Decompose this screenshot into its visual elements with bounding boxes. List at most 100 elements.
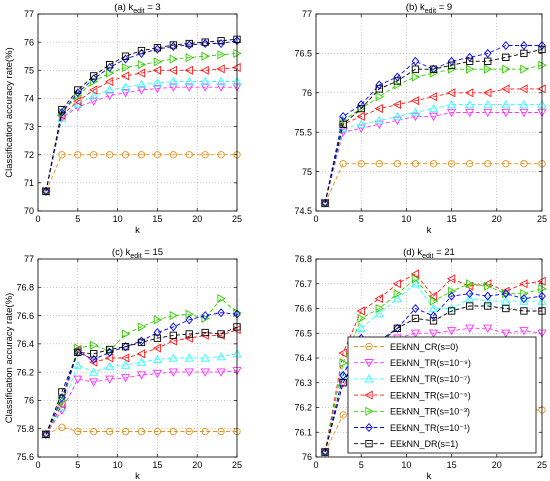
x-tick-label: 0 (313, 214, 318, 224)
data-point (483, 291, 492, 301)
y-tick-label: 76.2 (16, 367, 34, 377)
y-tick-label: 76.5 (294, 328, 312, 338)
legend-entry: EEkNN_CR(s=0) (354, 342, 458, 352)
x-tick-label: 25 (537, 214, 547, 224)
data-point (356, 306, 365, 316)
data-point (411, 72, 421, 82)
data-point (217, 330, 225, 338)
legend-entry: EEkNN_TR(s=10⁻⁷) (354, 374, 470, 384)
data-point (42, 186, 50, 196)
legend-marker (364, 390, 373, 400)
data-point (429, 311, 438, 321)
data-point (89, 354, 98, 364)
data-point (201, 311, 209, 321)
data-point (73, 375, 83, 384)
data-point (90, 72, 98, 80)
data-point (105, 85, 115, 94)
plot-area (38, 259, 237, 457)
data-point (137, 151, 146, 159)
y-axis-label: Classification accuracy rate(%) (4, 47, 15, 177)
data-point (185, 330, 193, 338)
data-point (136, 349, 146, 359)
data-point (392, 116, 402, 126)
data-point (357, 160, 365, 168)
series-line (45, 67, 238, 192)
data-point (57, 402, 67, 412)
x-tick-label: 20 (192, 214, 202, 224)
data-point (393, 160, 402, 168)
data-point (153, 315, 163, 325)
data-point (185, 39, 193, 48)
series-line (324, 305, 542, 453)
x-tick-label: 5 (75, 460, 80, 470)
data-point (200, 83, 210, 92)
data-point (356, 111, 365, 121)
y-tick-label: 77 (24, 9, 34, 19)
x-tick-label: 15 (152, 214, 162, 224)
data-point (153, 151, 162, 159)
x-tick-label: 25 (537, 460, 547, 470)
data-point (519, 327, 529, 336)
data-point (74, 151, 82, 159)
legend-marker (365, 423, 373, 432)
data-point (483, 279, 492, 289)
chart-title-sub: edit (130, 253, 141, 260)
y-tick-label: 75.6 (16, 452, 34, 462)
data-point (121, 427, 130, 436)
data-point (447, 327, 457, 336)
data-point (339, 120, 347, 128)
data-point (216, 76, 226, 86)
data-point (520, 49, 528, 58)
data-point (484, 64, 493, 74)
chart-title: (b) kedit = 9 (406, 2, 452, 15)
chart-title-rest: = 9 (436, 2, 452, 13)
data-point (184, 83, 194, 92)
data-point (184, 65, 193, 75)
y-tick-label: 76 (24, 37, 34, 47)
data-point (217, 427, 225, 436)
data-point (137, 60, 147, 70)
y-tick-label: 73 (24, 122, 34, 132)
y-tick-label: 72 (24, 150, 34, 160)
data-point (339, 111, 347, 121)
data-point (137, 427, 146, 436)
data-point (411, 160, 420, 168)
data-point (169, 54, 179, 64)
x-tick-label: 20 (492, 214, 502, 224)
data-point (216, 64, 225, 74)
chart-title: (d) kedit = 21 (403, 247, 455, 260)
data-point (216, 351, 226, 361)
series-line (324, 273, 543, 453)
data-point (73, 360, 83, 369)
x-axis-label: k (427, 225, 432, 236)
data-point (466, 302, 474, 310)
data-point (466, 57, 474, 65)
data-point (410, 329, 420, 338)
data-point (58, 106, 66, 114)
y-tick-label: 76.8 (16, 282, 34, 292)
chart-title-main: (b) k (406, 2, 425, 13)
data-point (502, 304, 510, 313)
data-point (184, 333, 193, 343)
data-point (74, 348, 82, 356)
data-point (169, 427, 177, 436)
data-point (519, 84, 528, 94)
data-point (121, 82, 131, 91)
data-point (152, 354, 162, 364)
data-point (168, 65, 177, 75)
y-tick-label: 76 (302, 88, 312, 98)
data-point (338, 348, 347, 358)
data-point (121, 342, 130, 352)
series-4 (320, 84, 546, 208)
data-point (136, 371, 147, 380)
data-point (410, 107, 420, 117)
data-point (411, 304, 420, 313)
data-point (520, 64, 529, 74)
y-tick-label: 74 (24, 94, 34, 104)
data-point (136, 68, 146, 78)
chart-title-sub: edit (425, 8, 436, 15)
series-line (45, 38, 238, 192)
data-point (152, 65, 162, 75)
data-point (520, 307, 528, 315)
data-point (484, 302, 492, 310)
